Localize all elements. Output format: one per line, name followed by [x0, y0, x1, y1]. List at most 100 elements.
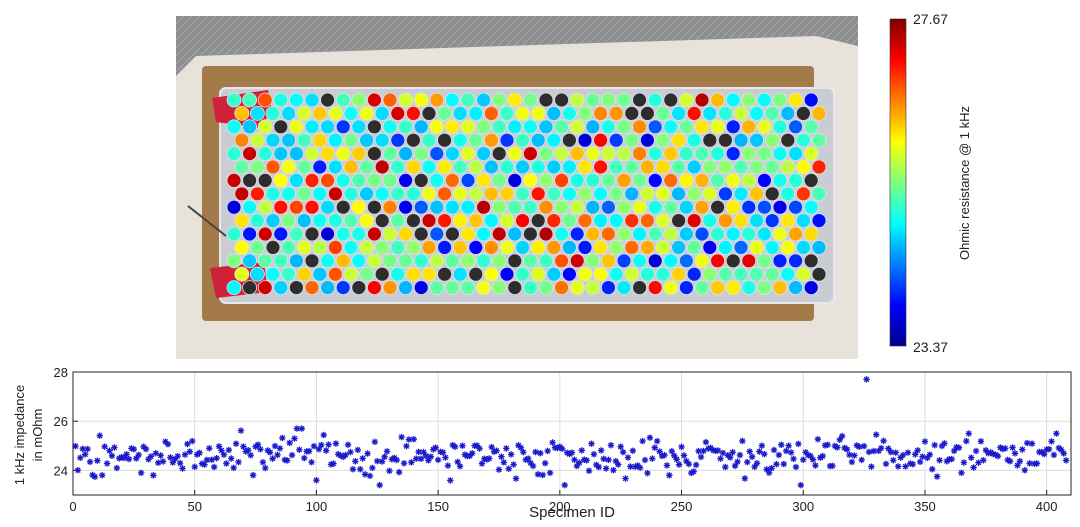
- battery-cell: [749, 186, 764, 202]
- battery-cell: [366, 226, 382, 242]
- battery-cell: [569, 199, 585, 215]
- battery-cell: [725, 280, 741, 296]
- battery-cell: [522, 199, 538, 215]
- battery-cell: [265, 186, 281, 202]
- data-point: [386, 467, 393, 475]
- battery-cell: [530, 132, 546, 148]
- battery-cell: [398, 199, 414, 215]
- battery-cell: [561, 266, 577, 282]
- data-point: [257, 446, 264, 453]
- data-point: [1023, 439, 1031, 447]
- battery-cell: [242, 172, 257, 188]
- battery-cell: [491, 199, 507, 215]
- battery-cell: [452, 186, 468, 202]
- battery-cell: [600, 172, 616, 188]
- data-point: [873, 431, 880, 438]
- battery-cell: [499, 186, 515, 202]
- battery-cell: [554, 119, 570, 135]
- battery-cell: [678, 146, 694, 162]
- battery-cell: [265, 132, 281, 148]
- battery-cell: [624, 106, 640, 121]
- battery-cell: [632, 119, 648, 135]
- data-point: [274, 451, 281, 459]
- battery-cell: [398, 92, 414, 108]
- battery-cell: [561, 186, 577, 202]
- battery-cell: [764, 159, 780, 175]
- battery-cell: [647, 172, 663, 188]
- battery-cell: [476, 199, 492, 215]
- battery-cell: [281, 239, 296, 255]
- colorbar-gradient: [889, 18, 907, 347]
- battery-cell: [538, 253, 554, 269]
- battery-cell: [764, 213, 780, 229]
- battery-cell: [655, 266, 671, 282]
- battery-cell: [803, 253, 819, 269]
- battery-cell: [608, 186, 624, 202]
- battery-cell: [351, 253, 367, 269]
- battery-cell: [507, 119, 523, 135]
- battery-cell: [273, 146, 289, 162]
- data-point: [598, 447, 605, 454]
- data-point: [775, 451, 783, 459]
- battery-cell: [530, 266, 546, 282]
- data-point: [259, 459, 267, 466]
- data-point: [824, 441, 831, 448]
- battery-cell: [678, 172, 694, 188]
- battery-cell: [546, 213, 562, 229]
- battery-cell: [351, 199, 367, 215]
- data-point: [439, 449, 447, 456]
- data-point: [232, 440, 240, 447]
- data-point: [152, 450, 159, 457]
- battery-cell: [663, 226, 679, 242]
- data-point: [843, 446, 851, 453]
- battery-cell: [577, 239, 593, 255]
- data-point: [685, 460, 693, 468]
- data-point: [868, 463, 875, 470]
- battery-cell: [741, 280, 757, 296]
- data-point: [892, 449, 899, 456]
- battery-cell: [780, 186, 796, 202]
- battery-cell: [437, 266, 453, 282]
- data-point: [279, 434, 286, 442]
- battery-cell: [678, 119, 694, 135]
- battery-cell: [608, 106, 624, 121]
- data-point: [727, 454, 734, 461]
- battery-cell: [647, 92, 663, 108]
- data-point: [899, 451, 907, 459]
- battery-cell: [632, 226, 648, 242]
- battery-cell: [382, 199, 398, 215]
- x-tick-label: 150: [427, 499, 449, 514]
- battery-cell: [757, 280, 772, 296]
- battery-cell: [577, 159, 593, 175]
- battery-cell: [343, 213, 359, 229]
- battery-cell: [788, 226, 803, 242]
- battery-cell: [655, 106, 671, 121]
- battery-cell: [460, 253, 476, 269]
- battery-cell: [772, 199, 788, 215]
- battery-cell: [273, 172, 289, 188]
- battery-cell: [593, 106, 609, 121]
- battery-cell: [281, 186, 296, 202]
- data-point: [909, 460, 916, 468]
- battery-cell: [702, 213, 718, 229]
- data-point: [668, 448, 675, 455]
- battery-cell: [694, 199, 710, 215]
- data-point: [498, 453, 505, 460]
- battery-cell: [327, 106, 343, 121]
- data-point: [228, 455, 235, 462]
- battery-cell: [710, 253, 725, 269]
- battery-cell: [273, 199, 289, 215]
- data-point: [761, 450, 768, 458]
- data-point: [354, 446, 361, 454]
- data-point: [994, 452, 1002, 460]
- data-point: [447, 477, 454, 484]
- data-point: [834, 444, 841, 451]
- data-point: [595, 463, 602, 471]
- battery-cell: [522, 92, 538, 108]
- battery-cell: [491, 253, 507, 269]
- battery-cell: [639, 266, 655, 282]
- battery-cell: [788, 253, 803, 269]
- battery-cell: [554, 199, 570, 215]
- data-point: [914, 447, 921, 454]
- battery-cell: [593, 159, 609, 175]
